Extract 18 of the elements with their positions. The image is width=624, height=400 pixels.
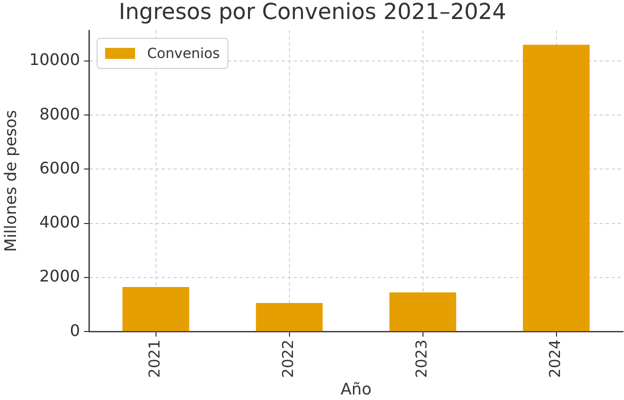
y-axis-title: Millones de pesos [0, 110, 20, 252]
x-tick-label: 2023 [412, 340, 431, 378]
bar [122, 286, 190, 332]
x-tick-label: 2021 [146, 340, 164, 378]
bar [522, 44, 590, 332]
y-tick-label: 0 [70, 320, 80, 340]
bar [389, 292, 456, 332]
y-tick-label: 4000 [39, 212, 80, 232]
y-tick-label: 6000 [39, 158, 80, 178]
bar [256, 302, 323, 332]
y-tick-label: 2000 [39, 266, 80, 286]
y-tick-label: 10000 [29, 50, 80, 70]
x-tick-label: 2022 [279, 340, 298, 378]
x-tick-label: 2024 [546, 340, 564, 378]
y-tick-label: 8000 [39, 104, 80, 124]
legend-label: Convenios [147, 46, 220, 62]
chart-title: Ingresos por Convenios 2021–2024 [118, 0, 506, 25]
x-axis-title: Año [340, 380, 372, 399]
